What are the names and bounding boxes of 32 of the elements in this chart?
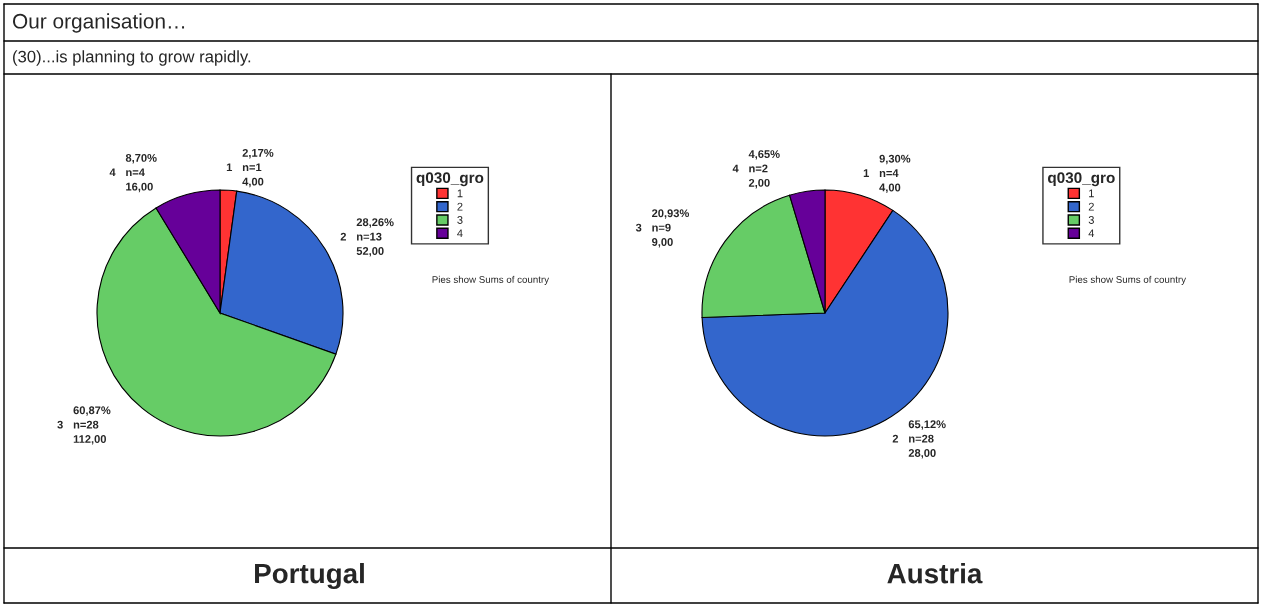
slice-label: 3 [57,420,63,429]
category-label: 4 [732,164,739,173]
data-label: 28,26% n=13 52,00 [356,218,394,257]
data-label: 2,17% n=1 4,00 [242,148,274,188]
legend-label: 1 [1089,189,1094,198]
legend-label: 4 [1088,229,1095,238]
legend-label: 3 [1088,216,1094,224]
chart-title: Our organisation… [12,13,185,33]
legend-title: q030_gro [416,172,484,187]
data-label: 60,87% n=28 112,00 [73,406,111,445]
data-label: 65,12% n=28 28,00 [908,420,946,459]
legend-label: 4 [457,229,463,238]
data-label: 8,70% n=4 16,00 [125,153,157,193]
text: Portugal [255,562,364,590]
data-label: 9,30% n=4 4,00 [879,154,911,193]
slice-label: 3 [635,223,642,232]
legend-label: 1 [457,189,463,198]
category-label: 4 [109,168,116,177]
legend-label: 2 [1088,202,1094,211]
slice-label: 2 [340,232,347,241]
data-label: 20,93% n=9 9,00 [652,209,690,248]
text: Austria [887,563,983,584]
chart-subtitle: (30)...is planning to grow rapidly. [13,50,251,66]
slice-label: 1 [226,163,233,172]
legend-label: 3 [457,216,463,224]
text: Pies show Sums of country [432,275,550,285]
slice-label: 2 [892,434,899,443]
slice-label: 1 [863,169,869,177]
legend-label: 2 [457,202,463,211]
text: Pies show Sums of country [1069,275,1187,285]
data-label: 4,65% n=2 2,00 [748,150,780,189]
legend-title: q030_gro [1048,172,1115,187]
